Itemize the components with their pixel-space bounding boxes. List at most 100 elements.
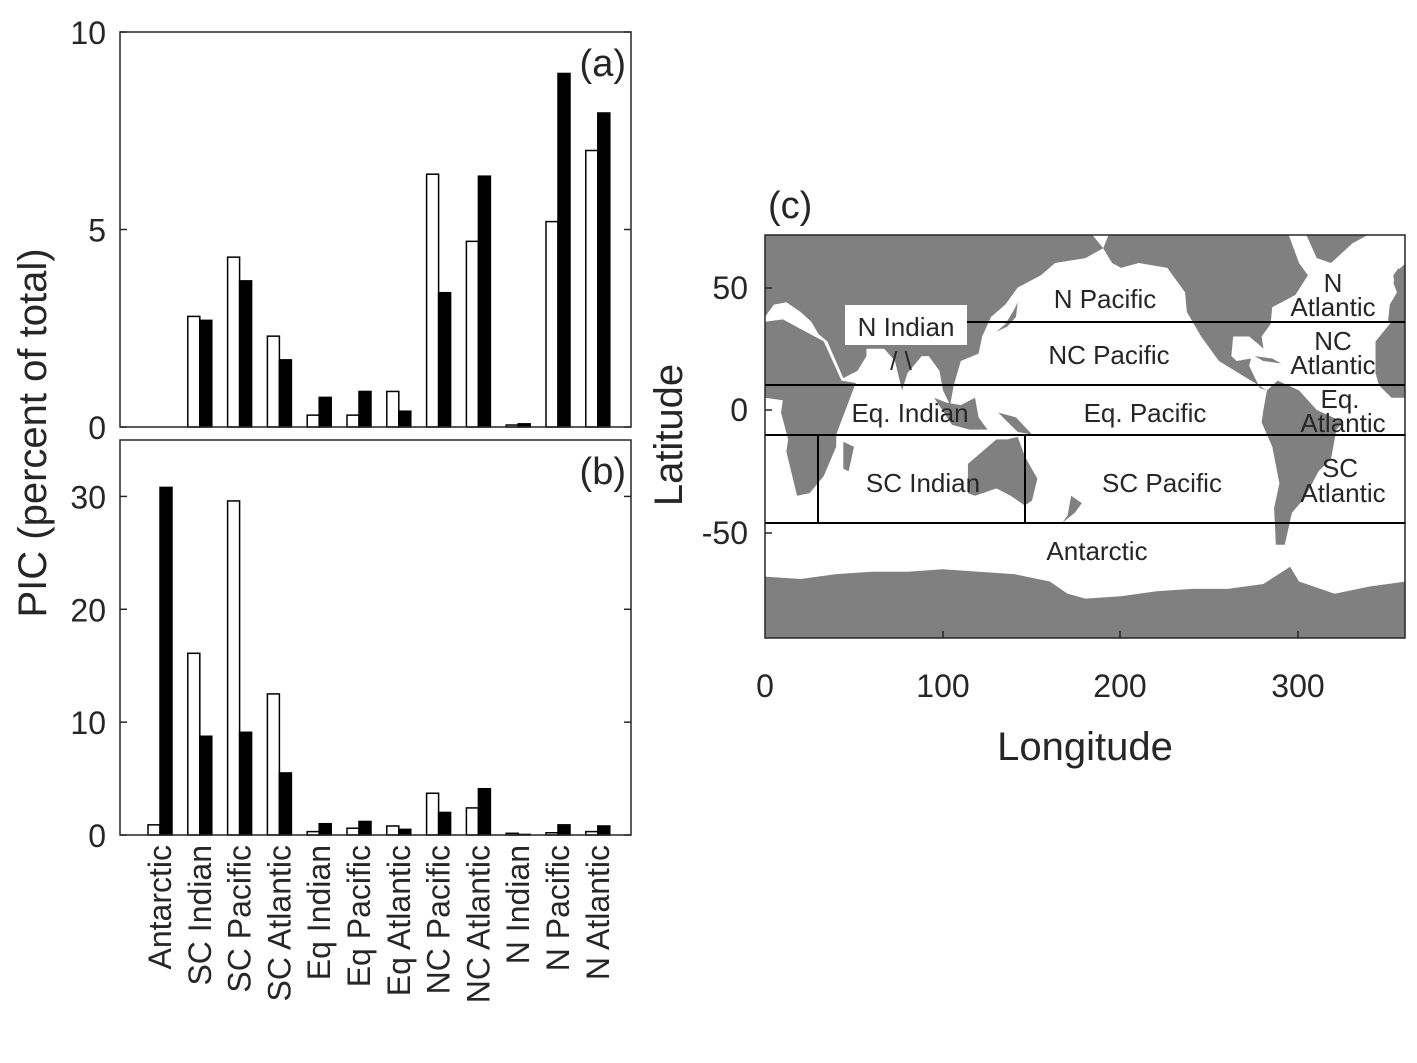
bar-open	[465, 807, 480, 836]
label-nc-pacific: NC Pacific	[1048, 340, 1169, 370]
land-australia	[967, 436, 1038, 506]
panel-label: (b)	[580, 451, 626, 493]
label-sc-atlantic-2: Atlantic	[1300, 478, 1385, 508]
panel-label: (a)	[580, 43, 626, 85]
y-tick-label: 10	[70, 15, 106, 51]
map-ticks: 0 100 200 300 50 0 -50	[702, 270, 1325, 704]
x-category-label: SC Pacific	[222, 845, 258, 993]
y-tick-label: 20	[70, 592, 106, 628]
bar-filled	[199, 735, 213, 836]
x-category-label: N Indian	[500, 845, 536, 964]
land-africa	[765, 319, 856, 496]
land-indonesia	[934, 397, 988, 430]
bar-filled	[557, 72, 571, 428]
bar-open	[187, 315, 201, 428]
bar-open	[226, 500, 241, 836]
bar-filled	[597, 112, 611, 428]
bar-filled	[597, 825, 611, 836]
land-japan	[996, 302, 1018, 332]
map-xtick: 100	[916, 668, 969, 704]
panel-b: 0 10 20 30 (b)	[70, 439, 632, 854]
label-nc-atlantic: NC	[1314, 326, 1352, 356]
bar-open	[465, 240, 480, 428]
bar-filled	[159, 486, 173, 836]
bar-filled	[437, 811, 452, 836]
bar-filled	[437, 291, 452, 428]
label-n-atlantic-2: Atlantic	[1290, 292, 1375, 322]
x-category-label: N Pacific	[540, 845, 576, 971]
label-eq-atlantic-2: Atlantic	[1300, 408, 1385, 438]
x-category-label: Eq Pacific	[341, 845, 377, 987]
x-category-label: SC Atlantic	[261, 845, 297, 1002]
bar-open	[187, 652, 201, 836]
region-boundaries	[765, 321, 1405, 524]
map-axes-box	[764, 234, 1406, 639]
map-xtick: 0	[756, 668, 774, 704]
bar-open	[425, 792, 440, 836]
land-new-guinea	[998, 412, 1032, 435]
bar-open	[226, 256, 241, 428]
bar-open	[306, 414, 320, 428]
panel-label-c: (c)	[768, 185, 812, 227]
category-labels: Antarctic SC Indian SC Pacific SC Atlantic E…	[142, 845, 616, 1003]
land-north-america	[1103, 235, 1308, 391]
bar-open	[425, 173, 440, 428]
y-tick-label: 10	[70, 705, 106, 741]
label-n-indian: N Indian	[858, 312, 955, 342]
label-eq-atlantic: Eq.	[1320, 384, 1359, 414]
map-x-axis-label: Longitude	[997, 725, 1173, 769]
shared-y-axis-label: PIC (percent of total)	[11, 248, 55, 617]
bar-open	[346, 414, 360, 428]
bar-open	[545, 220, 559, 428]
bar-filled	[278, 772, 293, 836]
y-tick-label: 0	[88, 818, 106, 854]
bar-filled	[238, 731, 253, 836]
bar-filled	[318, 822, 332, 836]
bar-open	[266, 693, 281, 836]
land-south-america	[1261, 380, 1344, 545]
map-tick-marks	[765, 287, 1299, 638]
bar-filled	[199, 319, 213, 428]
label-sc-atlantic: SC	[1322, 453, 1358, 483]
bar-filled	[398, 828, 412, 836]
x-category-label: NC Pacific	[421, 845, 457, 994]
label-n-pacific: N Pacific	[1054, 284, 1157, 314]
map-xtick: 300	[1271, 668, 1324, 704]
y-tick-label: 5	[88, 213, 106, 249]
label-n-atlantic: N	[1324, 268, 1343, 298]
land-greenland	[1306, 235, 1368, 263]
panel-a: 0 5 10 (a)	[70, 15, 632, 446]
x-category-label: N Atlantic	[580, 845, 616, 980]
n-indian-label-box	[845, 305, 967, 345]
land-britain	[1393, 267, 1405, 288]
map-ytick: 0	[730, 392, 748, 428]
label-n-indian-marks: / \	[890, 346, 912, 376]
bar-filled	[477, 175, 492, 428]
bar-open	[147, 824, 161, 836]
bar-filled	[358, 390, 372, 428]
panel-c-map: N Pacific N Atlantic N Indian / \ NC Pac…	[647, 185, 1406, 769]
bar-filled	[477, 787, 492, 836]
x-category-label: Antarctic	[142, 845, 178, 969]
land-new-zealand	[1062, 495, 1082, 523]
bar-filled	[358, 820, 372, 836]
label-eq-indian: Eq. Indian	[851, 398, 968, 428]
map-y-axis-label: Latitude	[647, 364, 691, 506]
label-sc-pacific: SC Pacific	[1102, 468, 1222, 498]
label-sc-indian: SC Indian	[866, 468, 980, 498]
bar-filled	[557, 824, 571, 836]
land-antarctica	[765, 566, 1405, 638]
label-eq-pacific: Eq. Pacific	[1084, 398, 1207, 428]
bar-open	[585, 149, 599, 428]
bar-open	[386, 390, 400, 428]
land-west-africa	[1375, 321, 1405, 398]
label-nc-atlantic-2: Atlantic	[1290, 350, 1375, 380]
y-tick-label: 30	[70, 479, 106, 515]
bar-filled	[278, 359, 293, 428]
x-category-label: NC Atlantic	[460, 845, 496, 1003]
land-madagascar	[843, 441, 854, 472]
x-category-label: Eq Indian	[301, 845, 337, 980]
y-tick-label: 0	[88, 410, 106, 446]
